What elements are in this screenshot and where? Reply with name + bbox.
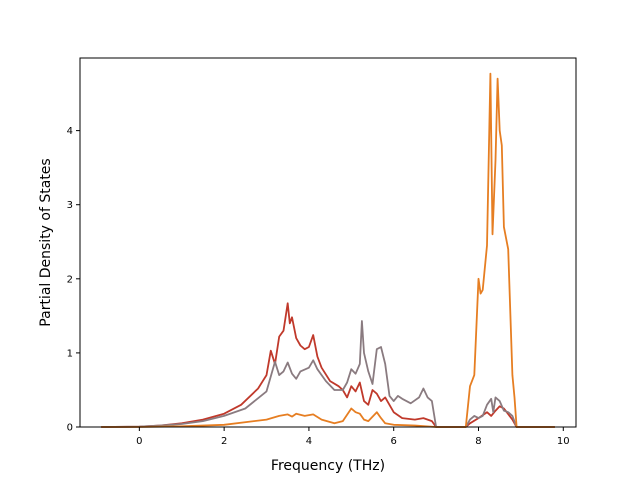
x-tick-label: 8 [475,436,481,447]
series-line-3 [101,72,555,428]
y-tick-label: 3 [67,200,73,211]
y-tick-label: 0 [67,423,73,434]
x-tick-label: 4 [306,436,312,447]
y-tick-label: 4 [67,126,73,137]
y-axis: 0 1 2 3 4 [67,126,80,434]
x-axis: 0 2 4 6 8 10 [136,427,570,447]
x-tick-label: 2 [221,436,227,447]
series-line-2 [101,320,555,428]
axes-frame [79,57,577,428]
series-line-1 [101,302,555,428]
y-tick-label: 1 [67,348,73,359]
x-tick-label: 0 [136,436,142,447]
y-axis-label: Partial Density of States [38,158,54,326]
plot-lines [101,72,555,428]
y-tick-label: 2 [67,274,73,285]
x-axis-label: Frequency (THz) [271,458,385,474]
x-tick-label: 6 [391,436,397,447]
x-tick-label: 10 [557,436,570,447]
